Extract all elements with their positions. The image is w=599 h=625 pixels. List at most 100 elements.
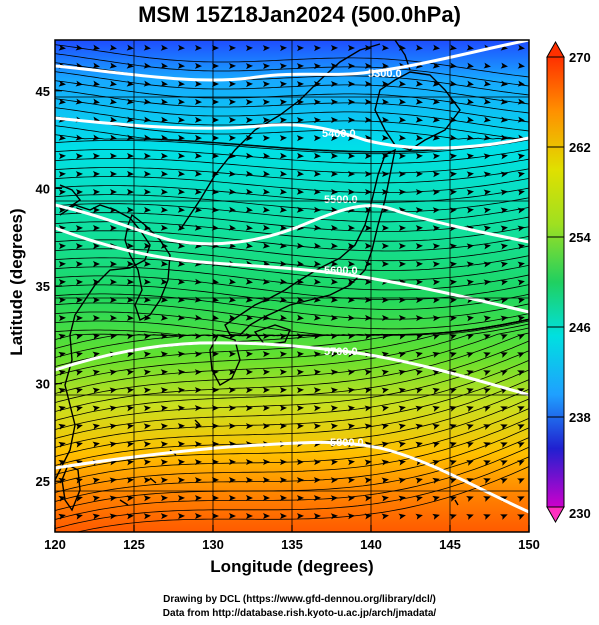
streamline bbox=[55, 320, 529, 386]
wind-arrow bbox=[398, 441, 406, 448]
wind-arrow bbox=[58, 387, 66, 394]
wind-arrow bbox=[449, 478, 457, 484]
wind-arrow bbox=[432, 171, 440, 178]
wind-arrow bbox=[211, 206, 219, 213]
wind-arrow bbox=[126, 170, 134, 177]
wind-arrow bbox=[228, 224, 236, 231]
wind-arrow bbox=[432, 513, 440, 520]
wind-arrow bbox=[415, 441, 423, 448]
wind-arrow bbox=[109, 116, 117, 123]
wind-arrow bbox=[58, 513, 66, 520]
wind-arrow bbox=[517, 62, 525, 69]
wind-arrow bbox=[143, 423, 151, 430]
wind-arrow bbox=[177, 387, 185, 394]
wind-arrow bbox=[517, 243, 525, 250]
wind-arrow bbox=[483, 243, 491, 250]
wind-arrow bbox=[126, 314, 134, 321]
wind-arrow bbox=[398, 495, 406, 502]
wind-arrow bbox=[245, 242, 253, 249]
wind-arrow bbox=[347, 459, 355, 466]
wind-arrow bbox=[500, 442, 508, 448]
wind-arrow bbox=[466, 153, 474, 160]
wind-arrow bbox=[296, 333, 304, 340]
wind-arrow bbox=[449, 424, 457, 430]
colorbar-tick-label: 238 bbox=[569, 410, 591, 425]
wind-arrow bbox=[160, 62, 168, 69]
wind-arrow bbox=[449, 44, 457, 51]
wind-arrow bbox=[92, 351, 100, 358]
wind-arrow bbox=[109, 387, 117, 394]
wind-arrow bbox=[279, 333, 287, 340]
wind-arrow bbox=[177, 441, 185, 448]
wind-arrow bbox=[211, 477, 219, 484]
wind-arrow bbox=[466, 424, 474, 430]
x-axis-label: Longitude (degrees) bbox=[210, 557, 374, 576]
wind-arrow bbox=[109, 224, 117, 231]
wind-arrow bbox=[92, 477, 100, 484]
colorbar-tick-label: 246 bbox=[569, 320, 591, 335]
wind-arrow bbox=[449, 134, 457, 141]
wind-arrow bbox=[245, 351, 253, 358]
wind-arrow bbox=[381, 441, 389, 448]
wind-arrow bbox=[126, 423, 134, 430]
wind-arrow bbox=[296, 314, 304, 321]
wind-arrow bbox=[483, 370, 491, 376]
contour-label-5600: 5600.0 bbox=[324, 265, 358, 277]
wind-arrow bbox=[58, 171, 66, 178]
wind-arrow bbox=[92, 495, 100, 502]
wind-arrow bbox=[245, 224, 253, 231]
wind-arrow bbox=[398, 261, 406, 268]
wind-arrow bbox=[211, 405, 219, 412]
colorbar: 270 262 254 246 238 230 bbox=[546, 40, 591, 524]
wind-arrow bbox=[177, 351, 185, 358]
wind-arrow bbox=[313, 135, 321, 142]
wind-arrow bbox=[279, 99, 287, 106]
wind-arrow bbox=[432, 333, 440, 340]
wind-arrow bbox=[432, 261, 440, 268]
lat-lon-grid bbox=[55, 40, 529, 532]
wind-arrow bbox=[432, 495, 440, 502]
wind-arrow bbox=[296, 152, 304, 159]
wind-arrow bbox=[262, 351, 270, 358]
wind-arrow bbox=[381, 189, 389, 196]
wind-arrow bbox=[228, 387, 236, 394]
wind-arrow bbox=[517, 352, 525, 358]
wind-arrow bbox=[228, 459, 236, 466]
wind-arrow bbox=[109, 170, 117, 177]
wind-arrow bbox=[483, 279, 491, 286]
wind-arrow bbox=[483, 153, 491, 160]
wind-arrow bbox=[109, 441, 117, 448]
wind-arrow bbox=[449, 279, 457, 286]
wind-arrow bbox=[245, 495, 253, 502]
wind-arrow bbox=[92, 98, 100, 105]
wind-arrow bbox=[262, 135, 270, 142]
wind-arrow bbox=[398, 189, 406, 196]
wind-arrow bbox=[143, 333, 151, 340]
wind-arrow bbox=[262, 99, 270, 106]
wind-arrow bbox=[109, 423, 117, 430]
wind-arrow bbox=[364, 188, 372, 195]
wind-arrow bbox=[500, 478, 508, 484]
wind-arrow bbox=[398, 153, 406, 160]
wind-arrow bbox=[466, 80, 474, 87]
wind-arrow bbox=[92, 423, 100, 430]
wind-arrow bbox=[143, 405, 151, 412]
wind-arrow bbox=[75, 225, 83, 232]
wind-arrow bbox=[500, 406, 508, 412]
wind-arrow bbox=[432, 387, 440, 394]
wind-arrow bbox=[347, 242, 355, 249]
wind-arrow bbox=[432, 80, 440, 87]
wind-arrow bbox=[126, 188, 134, 195]
wind-arrow bbox=[347, 44, 355, 51]
colorbar-tick-label: 270 bbox=[569, 50, 591, 65]
wind-arrow bbox=[330, 242, 338, 249]
wind-arrow bbox=[500, 424, 508, 430]
wind-arrow bbox=[517, 370, 525, 376]
wind-arrow bbox=[160, 134, 168, 141]
wind-arrow bbox=[109, 513, 117, 520]
wind-arrow bbox=[194, 80, 202, 87]
wind-arrow bbox=[517, 424, 525, 430]
wind-arrow bbox=[228, 99, 236, 106]
wind-arrow bbox=[109, 296, 117, 303]
wind-arrow bbox=[347, 62, 355, 69]
